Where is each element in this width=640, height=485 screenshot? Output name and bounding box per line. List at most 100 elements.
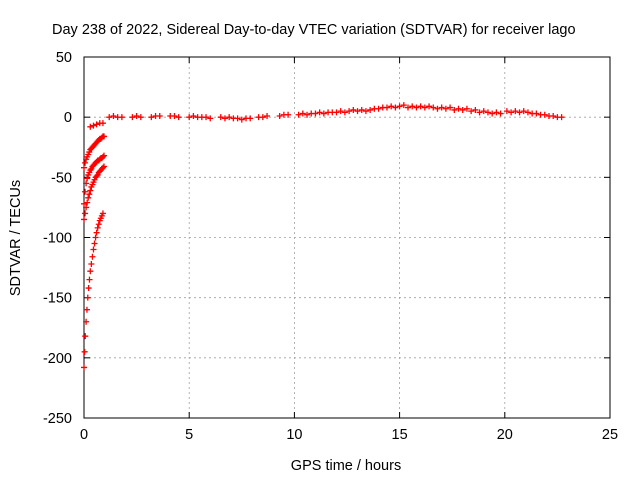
- data-point: [285, 111, 292, 118]
- data-point: [186, 114, 193, 121]
- data-point: [480, 108, 487, 115]
- data-point: [91, 240, 98, 247]
- data-point: [405, 104, 412, 111]
- data-point: [409, 103, 416, 110]
- x-tick-label: 25: [602, 427, 618, 443]
- data-point: [396, 103, 403, 110]
- data-point: [81, 364, 87, 371]
- data-point: [93, 173, 100, 180]
- data-point: [89, 253, 96, 260]
- x-tick-label: 5: [185, 427, 193, 443]
- data-point: [226, 114, 233, 121]
- data-point: [316, 109, 323, 116]
- data-point: [106, 114, 113, 121]
- data-point: [82, 159, 89, 166]
- data-point: [541, 111, 548, 118]
- data-point: [489, 110, 496, 117]
- data-point: [99, 120, 106, 127]
- data-point: [354, 108, 361, 115]
- data-point: [221, 115, 228, 122]
- data-point: [417, 103, 424, 110]
- tick-labels: 0 5 10 15 20 25 -250 -200 -150 -100 -50 0 50: [43, 50, 618, 443]
- data-point: [558, 114, 565, 121]
- data-point: [175, 114, 182, 121]
- data-point: [362, 108, 369, 115]
- data-point: [493, 109, 500, 116]
- data-point: [83, 306, 90, 313]
- data-point: [137, 114, 144, 121]
- data-point: [156, 112, 163, 119]
- y-axis-label: SDTVAR / TECUs: [8, 180, 24, 296]
- data-point: [463, 105, 470, 112]
- data-point: [533, 110, 540, 117]
- y-tick-label: -50: [51, 170, 72, 186]
- data-point: [264, 112, 271, 119]
- y-tick-label: -250: [43, 411, 72, 427]
- data-point: [442, 105, 449, 112]
- data-point: [438, 104, 445, 111]
- data-point: [118, 114, 125, 121]
- data-point: [383, 104, 390, 111]
- chart-title: Day 238 of 2022, Sidereal Day-to-day VTE…: [52, 22, 576, 38]
- x-tick-label: 10: [286, 427, 302, 443]
- data-point: [92, 234, 99, 241]
- data-point: [99, 210, 106, 217]
- data-point: [90, 246, 97, 253]
- data-point: [238, 116, 245, 123]
- data-point: [451, 106, 458, 113]
- data-point: [85, 285, 92, 292]
- data-point: [93, 229, 100, 236]
- x-tick-label: 0: [80, 427, 88, 443]
- data-point: [100, 133, 107, 140]
- data-point: [93, 121, 100, 128]
- data-point: [87, 187, 94, 194]
- data-point: [82, 210, 89, 217]
- data-point: [459, 106, 466, 113]
- data-point: [550, 112, 557, 119]
- data-point: [88, 260, 95, 267]
- data-point: [468, 108, 475, 115]
- data-point: [81, 216, 87, 223]
- data-point: [94, 224, 101, 231]
- data-point: [304, 111, 311, 118]
- data-point: [259, 114, 266, 121]
- data-point: [346, 108, 353, 115]
- data-point: [434, 105, 441, 112]
- data-point: [171, 112, 178, 119]
- x-tick-label: 15: [392, 427, 408, 443]
- data-point: [455, 105, 462, 112]
- data-point: [90, 122, 97, 129]
- data-points: [81, 102, 565, 371]
- data-point: [82, 333, 89, 340]
- data-point: [333, 109, 340, 116]
- data-point: [358, 106, 365, 113]
- data-point: [484, 109, 491, 116]
- data-point: [400, 102, 407, 109]
- data-point: [100, 163, 107, 170]
- data-point: [312, 110, 319, 117]
- data-point: [190, 112, 197, 119]
- data-point: [447, 104, 454, 111]
- data-point: [234, 115, 241, 122]
- data-point: [99, 164, 106, 171]
- data-point: [100, 152, 107, 159]
- data-point: [110, 112, 117, 119]
- data-point: [524, 109, 531, 116]
- data-point: [86, 191, 93, 198]
- data-point: [84, 175, 91, 182]
- data-point: [87, 268, 94, 275]
- data-point: [320, 110, 327, 117]
- data-point: [421, 104, 428, 111]
- data-point: [207, 115, 214, 122]
- data-point: [426, 103, 433, 110]
- data-point: [520, 108, 527, 115]
- data-point: [84, 199, 91, 206]
- data-point: [86, 276, 93, 283]
- data-point: [388, 103, 395, 110]
- data-point: [129, 114, 136, 121]
- data-point: [276, 112, 283, 119]
- data-point: [341, 109, 348, 116]
- y-tick-label: -100: [43, 231, 72, 247]
